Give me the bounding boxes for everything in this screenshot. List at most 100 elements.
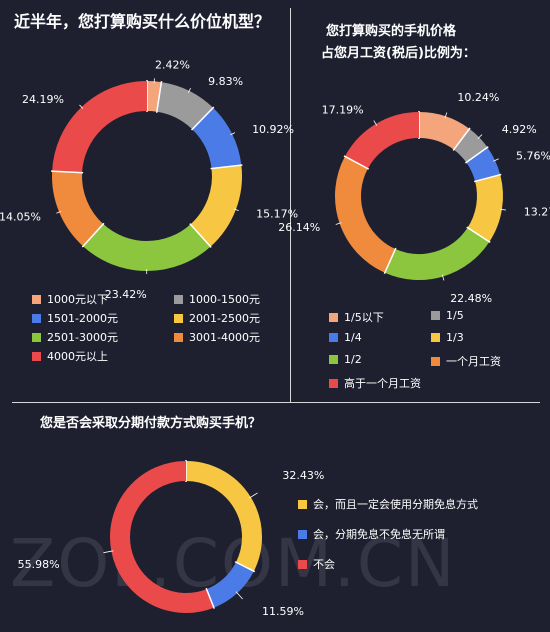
chart1-legend-label-3: 2001-2500元 bbox=[189, 312, 260, 325]
chart1-legend-item-6: 4000元以上 bbox=[32, 348, 108, 364]
chart1-legend-item-4: 2501-3000元 bbox=[32, 329, 118, 345]
chart1-leader-line-2 bbox=[230, 132, 236, 136]
chart1-slice-separator-5 bbox=[81, 222, 105, 248]
vertical-divider bbox=[290, 8, 291, 402]
chart3-legend-swatch-1 bbox=[298, 529, 307, 539]
chart1-leader-line-3 bbox=[233, 208, 239, 212]
chart3-title: 您是否会采取分期付款方式购买手机？ bbox=[40, 416, 262, 431]
chart3-slice-0 bbox=[185, 461, 262, 572]
chart2-slice-6 bbox=[344, 112, 420, 170]
chart2-slice-separator-3 bbox=[473, 173, 502, 183]
chart2-leader-line-0 bbox=[444, 112, 448, 119]
chart3-legend-swatch-0 bbox=[298, 499, 307, 509]
chart2-title-line2: 占您月工资(税后)比例为： bbox=[321, 46, 476, 61]
chart1-legend-label-1: 1000-1500元 bbox=[189, 293, 260, 306]
chart2-title-line1: 您打算购买的手机价格 bbox=[326, 24, 457, 39]
chart1-data-label-2: 10.92% bbox=[252, 123, 294, 136]
chart3-slice-separator-2 bbox=[205, 587, 215, 609]
chart1-data-label-4: 23.42% bbox=[105, 288, 147, 301]
chart2-slice-separator-4 bbox=[466, 226, 491, 244]
chart1-legend-swatch-5 bbox=[174, 332, 183, 342]
chart1-leader-line-6 bbox=[79, 104, 84, 109]
chart3-leader-line-1 bbox=[235, 591, 243, 600]
chart1-leader-line-5 bbox=[56, 211, 62, 214]
chart2-legend-label-2: 1/4 bbox=[344, 331, 362, 344]
chart2-legend-item-0: 1/5以下 bbox=[329, 309, 384, 325]
chart1-slice-separator-2 bbox=[190, 106, 215, 131]
chart2-legend-swatch-3 bbox=[431, 333, 440, 342]
chart2-legend-swatch-1 bbox=[431, 311, 440, 320]
chart2-legend-item-5: 一个月工资 bbox=[431, 353, 501, 369]
chart1-legend-label-0: 1000元以下 bbox=[47, 293, 108, 306]
chart2-slice-1 bbox=[453, 128, 488, 163]
chart3-legend-label-0: 会，而且一定会使用分期免息方式 bbox=[313, 498, 478, 511]
chart1-slice-3 bbox=[190, 165, 242, 247]
horizontal-divider bbox=[12, 402, 540, 403]
chart2-legend-label-6: 高于一个月工资 bbox=[344, 377, 421, 390]
chart1-data-label-0: 2.42% bbox=[155, 58, 190, 71]
chart2-legend-item-4: 1/2 bbox=[329, 353, 362, 366]
chart2-data-label-1: 4.92% bbox=[502, 123, 537, 136]
chart2-legend-label-3: 1/3 bbox=[446, 331, 464, 344]
chart2-slice-separator-5 bbox=[383, 247, 397, 274]
chart3-slice-2 bbox=[110, 461, 214, 613]
chart2-legend-swatch-2 bbox=[329, 333, 338, 342]
chart2-leader-line-5 bbox=[335, 222, 342, 225]
chart1-slice-4 bbox=[83, 223, 211, 271]
chart1-legend-swatch-2 bbox=[32, 313, 41, 323]
chart1-data-label-6: 24.19% bbox=[22, 93, 64, 106]
chart2-data-label-0: 10.24% bbox=[457, 91, 499, 104]
chart1-legend-swatch-6 bbox=[32, 351, 41, 361]
chart1-legend-swatch-1 bbox=[174, 294, 183, 304]
chart3-legend-item-2: 不会 bbox=[298, 556, 335, 572]
chart3-legend-label-2: 不会 bbox=[313, 558, 335, 571]
chart2-legend-swatch-0 bbox=[329, 312, 338, 322]
chart1-title: 近半年，您打算购买什么价位机型？ bbox=[14, 12, 271, 31]
chart2-legend-label-1: 1/5 bbox=[446, 309, 464, 322]
chart3-data-label-0: 32.43% bbox=[282, 469, 324, 482]
chart1-slice-6 bbox=[52, 81, 148, 174]
chart1-slice-separator-1 bbox=[155, 80, 163, 113]
chart1-slice-1 bbox=[156, 82, 214, 130]
chart3-legend-label-1: 会，分期免息不免息无所谓 bbox=[313, 528, 445, 541]
chart2-legend-item-1: 1/5 bbox=[431, 309, 464, 322]
chart1-data-label-5: 14.05% bbox=[0, 210, 41, 223]
chart2-data-label-5: 26.14% bbox=[278, 221, 320, 234]
chart3-legend-item-0: 会，而且一定会使用分期免息方式 bbox=[298, 496, 478, 512]
chart2-legend-label-5: 一个月工资 bbox=[446, 355, 501, 368]
chart2-slice-0 bbox=[418, 112, 470, 150]
chart2-legend-swatch-6 bbox=[329, 378, 338, 388]
chart3-slice-1 bbox=[206, 561, 254, 608]
chart2-legend-label-0: 1/5以下 bbox=[344, 311, 384, 324]
chart2-data-label-3: 13.27% bbox=[524, 205, 550, 218]
chart2-slice-5 bbox=[335, 156, 396, 273]
chart1-slice-5 bbox=[52, 171, 104, 247]
chart3-legend-swatch-2 bbox=[298, 559, 307, 569]
chart2-slice-separator-6 bbox=[343, 155, 370, 170]
chart1-data-label-3: 15.17% bbox=[256, 207, 298, 220]
chart2-leader-line-1 bbox=[477, 134, 483, 140]
chart2-legend-item-6: 高于一个月工资 bbox=[329, 375, 421, 391]
chart2-leader-line-3 bbox=[499, 208, 506, 211]
chart1-legend-swatch-3 bbox=[174, 313, 183, 323]
chart2-leader-line-4 bbox=[441, 274, 445, 281]
chart1-slice-0 bbox=[146, 80, 162, 112]
chart1-legend-label-5: 3001-4000元 bbox=[189, 331, 260, 344]
chart3-leader-line-0 bbox=[248, 492, 258, 499]
chart3-leader-line-2 bbox=[103, 550, 114, 554]
chart2-data-label-4: 22.48% bbox=[450, 292, 492, 305]
chart1-legend-label-6: 4000元以上 bbox=[47, 350, 108, 363]
chart2-leader-line-2 bbox=[493, 158, 499, 162]
chart1-legend-label-2: 1501-2000元 bbox=[47, 312, 118, 325]
chart2-legend-item-3: 1/3 bbox=[431, 331, 464, 344]
chart1-leader-line-1 bbox=[188, 88, 191, 93]
chart2-slice-4 bbox=[384, 227, 490, 280]
chart1-slice-separator-3 bbox=[210, 164, 243, 170]
chart2-legend-item-2: 1/4 bbox=[329, 331, 362, 344]
chart2-legend-swatch-4 bbox=[329, 355, 338, 364]
chart3-legend-item-1: 会，分期免息不免息无所谓 bbox=[298, 526, 445, 542]
chart3-data-label-2: 55.98% bbox=[18, 558, 60, 571]
chart1-data-label-1: 9.83% bbox=[208, 75, 243, 88]
